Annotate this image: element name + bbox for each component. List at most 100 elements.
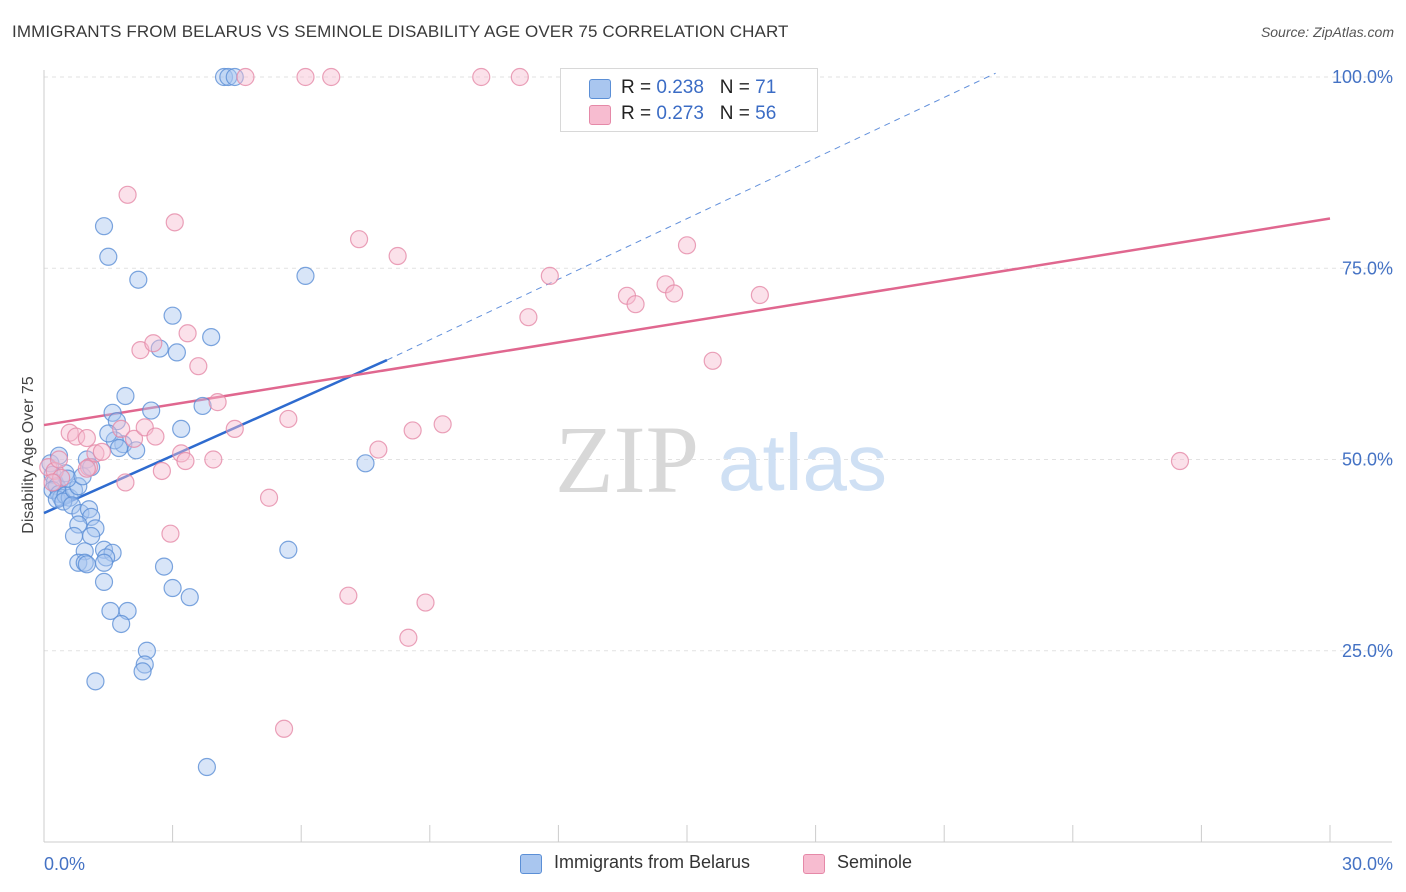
- point-seminole-49[interactable]: [274, 719, 294, 738]
- point-seminole-3[interactable]: [52, 468, 71, 487]
- point-seminole-10[interactable]: [92, 442, 111, 461]
- point-seminole-17[interactable]: [161, 524, 180, 543]
- legend-r-label: R =: [621, 103, 652, 124]
- point-belarus-65[interactable]: [296, 266, 315, 285]
- point-seminole-29[interactable]: [259, 488, 279, 507]
- point-seminole-46[interactable]: [703, 351, 722, 370]
- trendlines: [43, 72, 1331, 515]
- point-seminole-31[interactable]: [339, 586, 358, 605]
- point-belarus-62[interactable]: [109, 438, 129, 458]
- point-belarus-34[interactable]: [94, 553, 114, 572]
- point-belarus-10[interactable]: [54, 492, 73, 511]
- point-belarus-55[interactable]: [142, 401, 161, 420]
- point-seminole-11[interactable]: [112, 419, 131, 438]
- legend-n-value-belarus: 71: [755, 77, 777, 98]
- point-belarus-44[interactable]: [133, 662, 152, 681]
- point-seminole-30[interactable]: [279, 409, 298, 429]
- point-seminole-4[interactable]: [43, 473, 62, 492]
- point-seminole-45[interactable]: [677, 236, 697, 255]
- point-seminole-52[interactable]: [322, 67, 341, 87]
- point-belarus-35[interactable]: [154, 557, 174, 576]
- point-belarus-38[interactable]: [180, 588, 199, 607]
- point-seminole-25[interactable]: [178, 324, 197, 343]
- point-seminole-26[interactable]: [189, 357, 208, 376]
- point-belarus-26[interactable]: [82, 526, 101, 546]
- legend-n-label: N =: [719, 77, 750, 98]
- point-belarus-33[interactable]: [77, 555, 96, 574]
- point-seminole-54[interactable]: [510, 67, 529, 87]
- point-seminole-22[interactable]: [225, 419, 244, 438]
- point-belarus-63[interactable]: [127, 441, 146, 460]
- chart-title: IMMIGRANTS FROM BELARUS VS SEMINOLE DISA…: [12, 22, 789, 41]
- point-belarus-53[interactable]: [167, 343, 186, 362]
- point-seminole-48[interactable]: [1170, 451, 1190, 471]
- point-seminole-19[interactable]: [176, 451, 195, 471]
- point-belarus-49[interactable]: [129, 270, 148, 289]
- point-seminole-2[interactable]: [49, 450, 69, 469]
- point-seminole-50[interactable]: [236, 67, 255, 87]
- point-seminole-21[interactable]: [208, 393, 227, 412]
- point-seminole-16[interactable]: [152, 461, 171, 481]
- point-seminole-15[interactable]: [146, 427, 165, 446]
- point-belarus-42[interactable]: [137, 641, 156, 660]
- point-seminole-27[interactable]: [118, 185, 137, 204]
- point-belarus-45[interactable]: [86, 672, 105, 691]
- watermark-atlas: atlas: [718, 418, 887, 507]
- point-belarus-54[interactable]: [116, 386, 135, 406]
- trendline-0: [43, 358, 388, 515]
- point-seminole-20[interactable]: [204, 450, 223, 469]
- point-belarus-51[interactable]: [202, 328, 221, 347]
- point-belarus-48[interactable]: [99, 247, 118, 266]
- point-belarus-46[interactable]: [197, 757, 216, 777]
- point-belarus-25[interactable]: [64, 526, 84, 546]
- point-belarus-23[interactable]: [69, 515, 88, 534]
- y-axis-title: Disability Age Over 75: [20, 376, 37, 534]
- point-seminole-12[interactable]: [116, 473, 135, 492]
- watermark: ZIP atlas: [555, 406, 887, 513]
- correlation-legend: R = 0.238 N = 71 R = 0.273 N = 56: [560, 68, 818, 132]
- point-seminole-55[interactable]: [77, 459, 96, 478]
- y-tick-label-0: 25.0%: [1342, 641, 1393, 661]
- point-seminole-47[interactable]: [750, 285, 769, 305]
- point-seminole-33[interactable]: [369, 440, 388, 459]
- trendline-2: [43, 217, 1331, 427]
- point-seminole-38[interactable]: [433, 415, 452, 434]
- point-belarus-66[interactable]: [279, 540, 298, 559]
- point-seminole-44[interactable]: [665, 284, 684, 303]
- point-belarus-67[interactable]: [356, 454, 375, 473]
- legend-label-belarus: Immigrants from Belarus: [554, 852, 751, 872]
- point-seminole-13[interactable]: [124, 429, 144, 448]
- x-tick-label-0: 0.0%: [44, 854, 85, 874]
- point-seminole-42[interactable]: [626, 295, 645, 314]
- point-seminole-51[interactable]: [296, 67, 315, 87]
- series-legend: Immigrants from Belarus Seminole: [0, 852, 1406, 878]
- point-seminole-7[interactable]: [77, 428, 96, 448]
- point-seminole-37[interactable]: [416, 593, 435, 612]
- point-belarus-41[interactable]: [112, 614, 131, 634]
- point-seminole-34[interactable]: [388, 246, 407, 266]
- point-seminole-1[interactable]: [45, 461, 64, 481]
- point-seminole-24[interactable]: [144, 334, 163, 353]
- point-belarus-68[interactable]: [214, 67, 234, 87]
- point-seminole-39[interactable]: [519, 308, 538, 327]
- point-belarus-37[interactable]: [163, 578, 182, 598]
- point-seminole-32[interactable]: [349, 230, 369, 249]
- point-belarus-43[interactable]: [135, 655, 154, 674]
- point-belarus-47[interactable]: [94, 217, 114, 236]
- point-belarus-20[interactable]: [71, 503, 90, 523]
- legend-r-value-belarus: 0.238: [656, 77, 704, 98]
- point-seminole-28[interactable]: [165, 213, 184, 232]
- point-belarus-56[interactable]: [193, 396, 212, 416]
- point-belarus-70[interactable]: [225, 67, 244, 87]
- point-seminole-53[interactable]: [472, 67, 491, 87]
- legend-r-label: R =: [621, 77, 652, 98]
- point-belarus-36[interactable]: [94, 572, 114, 592]
- point-seminole-9[interactable]: [86, 444, 105, 463]
- point-seminole-36[interactable]: [403, 421, 422, 440]
- point-belarus-57[interactable]: [103, 403, 122, 422]
- point-belarus-60[interactable]: [172, 419, 191, 438]
- point-belarus-50[interactable]: [163, 306, 182, 325]
- point-seminole-40[interactable]: [540, 266, 559, 285]
- x-tick-label-1: 30.0%: [1342, 854, 1393, 874]
- point-seminole-35[interactable]: [399, 628, 418, 647]
